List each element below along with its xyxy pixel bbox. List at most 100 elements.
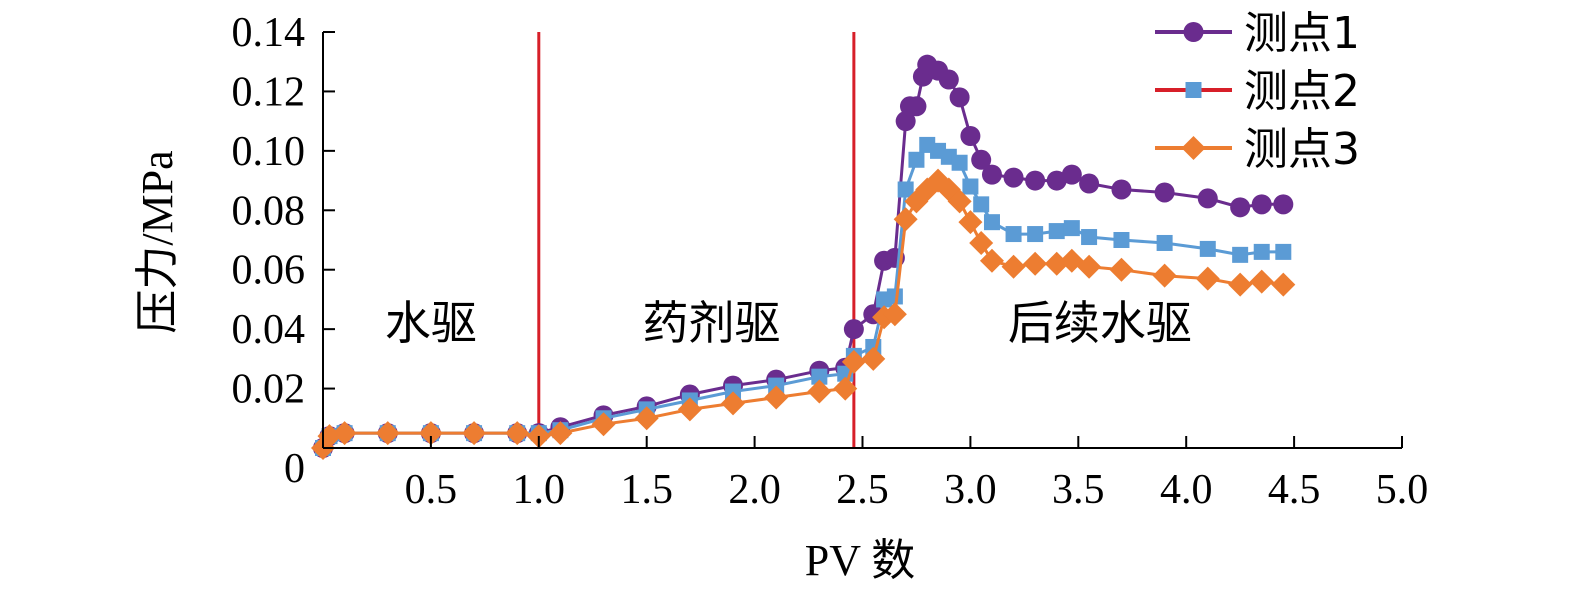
data-point (1113, 232, 1130, 248)
data-point (951, 154, 968, 171)
data-point (1230, 197, 1251, 218)
y-tick-label: 0.08 (232, 188, 306, 234)
legend-label: 测点2 (1244, 66, 1360, 117)
data-point (1109, 257, 1134, 282)
x-tick-label: 0.5 (405, 467, 458, 513)
data-point (969, 230, 994, 255)
data-point (1253, 243, 1270, 260)
y-tick-label: 0 (284, 446, 305, 492)
data-point (462, 421, 487, 446)
data-point (908, 151, 925, 168)
data-point (981, 164, 1002, 185)
data-point (1111, 179, 1132, 200)
stage-divider-lines (537, 32, 856, 448)
legend-item-1: 测点1 (1155, 8, 1360, 59)
x-tick-label: 1.5 (620, 467, 673, 513)
data-point (591, 412, 616, 437)
data-point (983, 214, 1000, 231)
data-point (764, 385, 789, 410)
data-point (861, 346, 886, 371)
y-tick-label: 0.02 (232, 367, 306, 413)
x-tick-label: 3.0 (944, 467, 997, 513)
data-point (1249, 269, 1274, 294)
x-axis-ticks: 0.5 1.0 1.5 2.0 2.5 3.0 3.5 4.0 4.5 5.0 (405, 436, 1429, 513)
legend-label: 测点3 (1244, 124, 1360, 175)
data-point (906, 96, 927, 117)
data-point (1195, 266, 1220, 291)
x-tick-label: 1.0 (513, 467, 566, 513)
data-point (973, 196, 990, 213)
data-point (893, 207, 918, 232)
stage-label: 水驱 (385, 296, 477, 350)
data-point (962, 178, 979, 195)
data-point (1079, 173, 1100, 194)
data-point (1273, 194, 1294, 215)
y-tick-label: 0.14 (232, 10, 306, 56)
data-point (1197, 188, 1218, 209)
data-point (1271, 272, 1296, 297)
data-point (1154, 182, 1175, 203)
x-tick-label: 4.5 (1268, 467, 1321, 513)
data-point (843, 319, 864, 340)
legend-marker (1183, 22, 1204, 42)
series-group (311, 54, 1296, 460)
data-point (1228, 272, 1253, 297)
series-line (321, 62, 1284, 449)
data-point (375, 421, 400, 446)
data-point (1081, 229, 1098, 246)
data-point (1061, 164, 1082, 185)
legend-marker (1181, 136, 1206, 160)
legend-item-2: 测点2 (1155, 66, 1360, 117)
legend-label: 测点1 (1244, 8, 1360, 59)
data-point (960, 126, 981, 146)
y-tick-label: 0.06 (232, 248, 306, 294)
axes-group (322, 32, 1402, 449)
data-point (505, 421, 530, 446)
data-point (1199, 240, 1216, 257)
data-point (1044, 251, 1069, 276)
data-point (949, 87, 970, 108)
y-tick-label: 0.04 (232, 307, 306, 353)
data-point (1251, 194, 1272, 215)
data-point (548, 421, 573, 446)
data-point (721, 391, 746, 416)
series-1 (313, 54, 1294, 458)
stage-label: 药剂驱 (642, 296, 780, 350)
data-point (811, 368, 828, 385)
y-axis-ticks: 0 0.02 0.04 0.06 0.08 0.10 0.12 0.14 (232, 10, 335, 492)
data-point (1063, 220, 1080, 237)
data-point (332, 421, 357, 446)
data-point (1023, 251, 1048, 276)
data-point (947, 189, 972, 214)
data-point (1232, 246, 1249, 263)
legend-item-3: 测点3 (1155, 124, 1360, 175)
data-point (1275, 243, 1292, 260)
data-point (882, 302, 907, 327)
data-point (841, 349, 866, 374)
data-point (1003, 167, 1024, 188)
data-point (938, 69, 959, 90)
stage-label: 后续水驱 (1008, 296, 1192, 350)
legend: 测点1 测点2 测点3 (1155, 8, 1360, 175)
data-point (958, 210, 983, 235)
data-point (1156, 234, 1173, 251)
y-axis-title: 压力/MPa (133, 150, 182, 333)
x-tick-label: 5.0 (1376, 467, 1429, 513)
x-tick-label: 2.5 (836, 467, 889, 513)
x-tick-label: 3.5 (1052, 467, 1105, 513)
stage-annotations: 水驱 药剂驱 后续水驱 (385, 296, 1192, 350)
x-tick-label: 2.0 (728, 467, 781, 513)
data-point (1027, 226, 1044, 243)
data-point (1048, 223, 1065, 240)
x-axis-title: PV 数 (805, 536, 915, 585)
data-point (634, 406, 659, 431)
data-point (979, 248, 1004, 273)
data-point (418, 421, 443, 446)
data-point (1025, 170, 1046, 191)
data-point (1077, 254, 1102, 279)
legend-marker (1185, 82, 1202, 98)
data-point (897, 181, 914, 198)
data-point (677, 397, 702, 422)
